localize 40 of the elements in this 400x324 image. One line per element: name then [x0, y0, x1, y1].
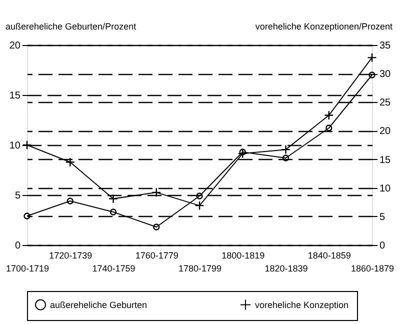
y2-tick-label: 0	[380, 240, 386, 252]
x-tick-label: 1800-1819	[222, 250, 265, 260]
x-tick-label: 1820-1839	[264, 264, 308, 274]
y-tick-label: 15	[9, 90, 21, 102]
y2-tick-label: 15	[380, 154, 392, 166]
y2-tick-label: 30	[380, 69, 392, 80]
point	[367, 52, 377, 62]
x-tick-label: 1700-1719	[6, 264, 50, 274]
x-tick-label: 1860-1879	[350, 264, 394, 274]
point	[110, 208, 117, 216]
y2-tick-label: 25	[380, 98, 392, 109]
point	[239, 148, 246, 156]
y2-tick-label: 5	[380, 212, 386, 223]
y-tick-label: 5	[14, 190, 21, 202]
y2-tick-label: 10	[380, 183, 392, 194]
point	[280, 144, 291, 154]
point	[153, 224, 160, 230]
point	[152, 188, 162, 198]
y-tick-label: 20	[9, 40, 21, 52]
x-tick-label: 1840-1859	[308, 250, 351, 260]
point	[108, 194, 118, 204]
x-tick-label: 1760-1779	[135, 250, 178, 260]
point	[326, 124, 332, 132]
point	[65, 157, 75, 167]
x-tick-label: 1720-1739	[49, 250, 92, 260]
point	[196, 192, 203, 200]
y-axis-title: außereheliche Geburten/Prozent	[6, 22, 137, 32]
legend-label: voreheliche Konzeption	[255, 300, 349, 310]
y2-axis-title: voreheliche Konzeptionen/Prozent	[255, 22, 393, 32]
y-tick-label: 10	[9, 140, 21, 152]
x-tick-label: 1780-1799	[178, 264, 222, 274]
point	[194, 200, 204, 210]
y2-tick-label: 20	[380, 126, 392, 138]
point	[66, 198, 74, 204]
x-tick-label: 1740-1759	[92, 264, 136, 274]
y-tick-label: 0	[14, 240, 21, 252]
legend-label: außereheliche Geburten	[50, 300, 148, 310]
point	[282, 154, 290, 162]
y2-tick-label: 35	[380, 40, 392, 52]
point	[324, 110, 334, 120]
